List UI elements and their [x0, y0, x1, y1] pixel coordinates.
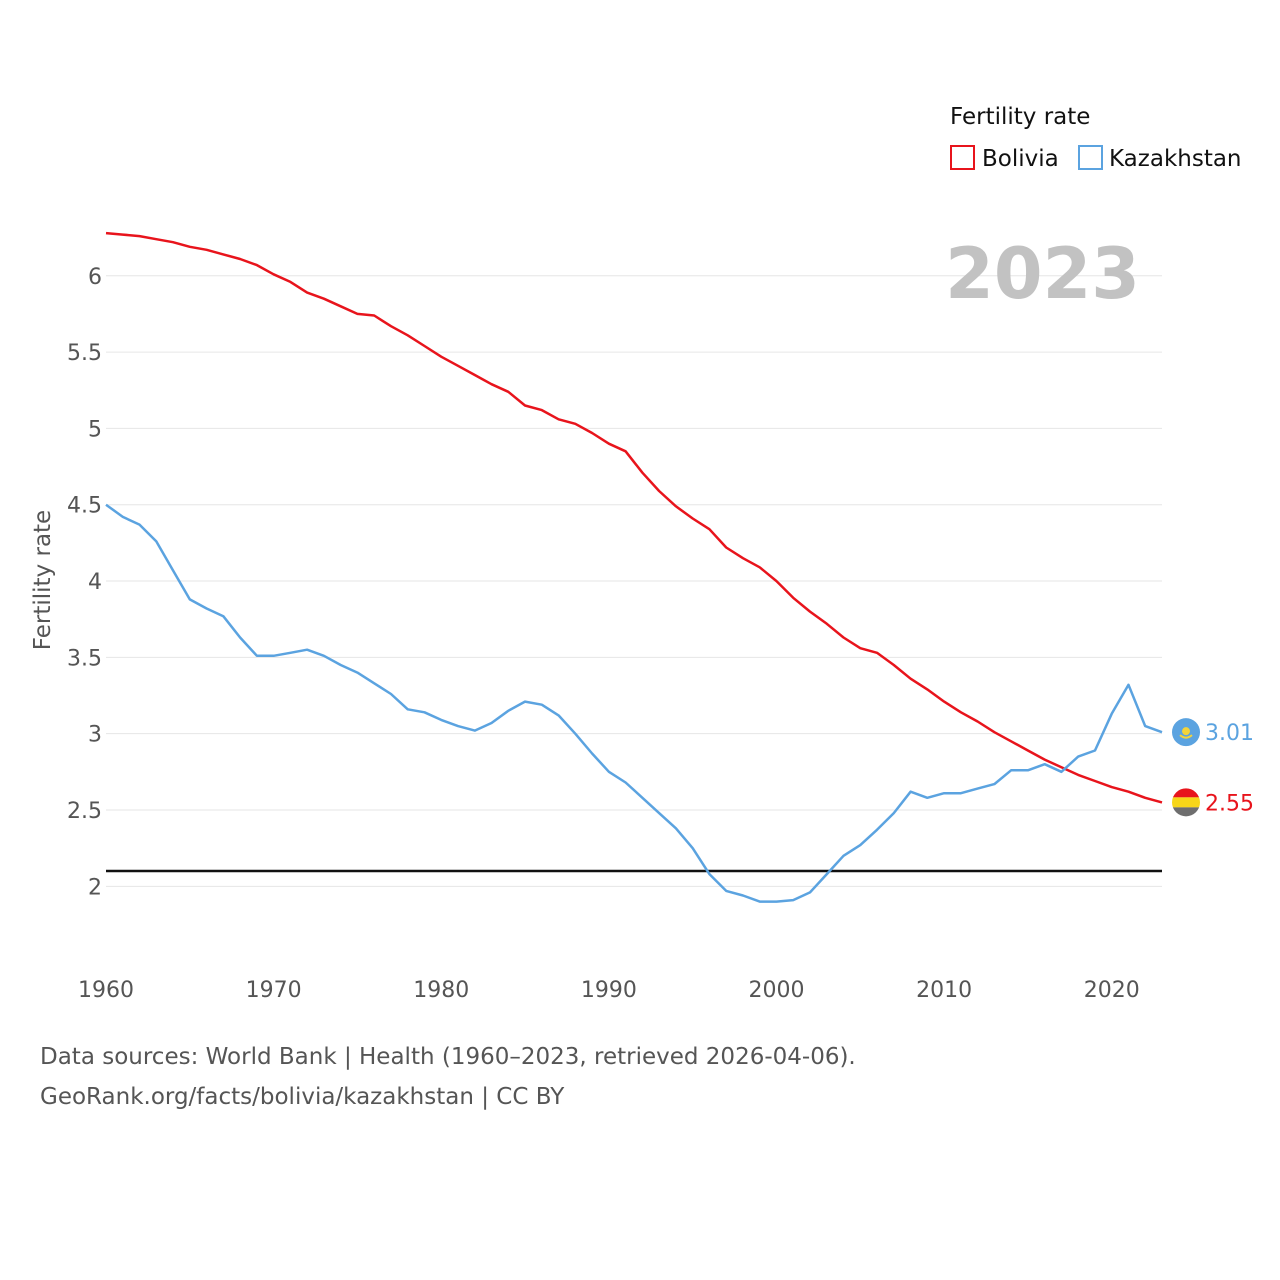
x-tick-label: 2020 [1084, 978, 1140, 1003]
y-axis-label: Fertility rate [30, 510, 56, 650]
series-line-kazakhstan [105, 503, 1163, 903]
data-sources-note: Data sources: World Bank | Health (1960–… [40, 1044, 856, 1070]
y-tick-label: 6 [88, 265, 102, 290]
y-tick-label: 2.5 [67, 799, 102, 824]
bolivia-flag-icon [1172, 788, 1200, 817]
x-tick-label: 1970 [246, 978, 302, 1003]
legend-label-bolivia: Bolivia [982, 146, 1059, 172]
year-label: 2023 [945, 233, 1140, 315]
x-tick-label: 2000 [748, 978, 804, 1003]
y-tick-label: 3.5 [67, 646, 102, 671]
y-tick-label: 2 [88, 875, 102, 900]
x-tick-label: 2010 [916, 978, 972, 1003]
x-tick-labels: 1960 1970 1980 1990 2000 2010 2020 [78, 978, 1140, 1003]
grid-lines [106, 275, 1162, 887]
end-value-kazakhstan: 3.01 [1205, 721, 1254, 746]
y-tick-label: 4 [88, 570, 102, 595]
legend-swatch-bolivia [950, 145, 975, 170]
legend-label-kazakhstan: Kazakhstan [1109, 146, 1242, 172]
legend: Fertility rate Bolivia Kazakhstan [950, 104, 1242, 172]
series-line-bolivia [105, 231, 1163, 804]
end-value-bolivia: 2.55 [1205, 791, 1254, 816]
x-tick-label: 1990 [581, 978, 637, 1003]
x-tick-label: 1960 [78, 978, 134, 1003]
legend-swatch-kazakhstan [1078, 145, 1103, 170]
legend-title: Fertility rate [950, 104, 1090, 130]
y-tick-label: 5.5 [67, 341, 102, 366]
y-tick-labels: 2 2.5 3 3.5 4 4.5 5 5.5 6 [67, 265, 102, 901]
y-tick-label: 4.5 [67, 494, 102, 519]
x-tick-label: 1980 [413, 978, 469, 1003]
kazakhstan-flag-icon [1172, 718, 1200, 747]
y-tick-label: 3 [88, 723, 102, 748]
attribution-link[interactable]: GeoRank.org/facts/bolivia/kazakhstan | C… [40, 1084, 565, 1110]
y-tick-label: 5 [88, 417, 102, 442]
